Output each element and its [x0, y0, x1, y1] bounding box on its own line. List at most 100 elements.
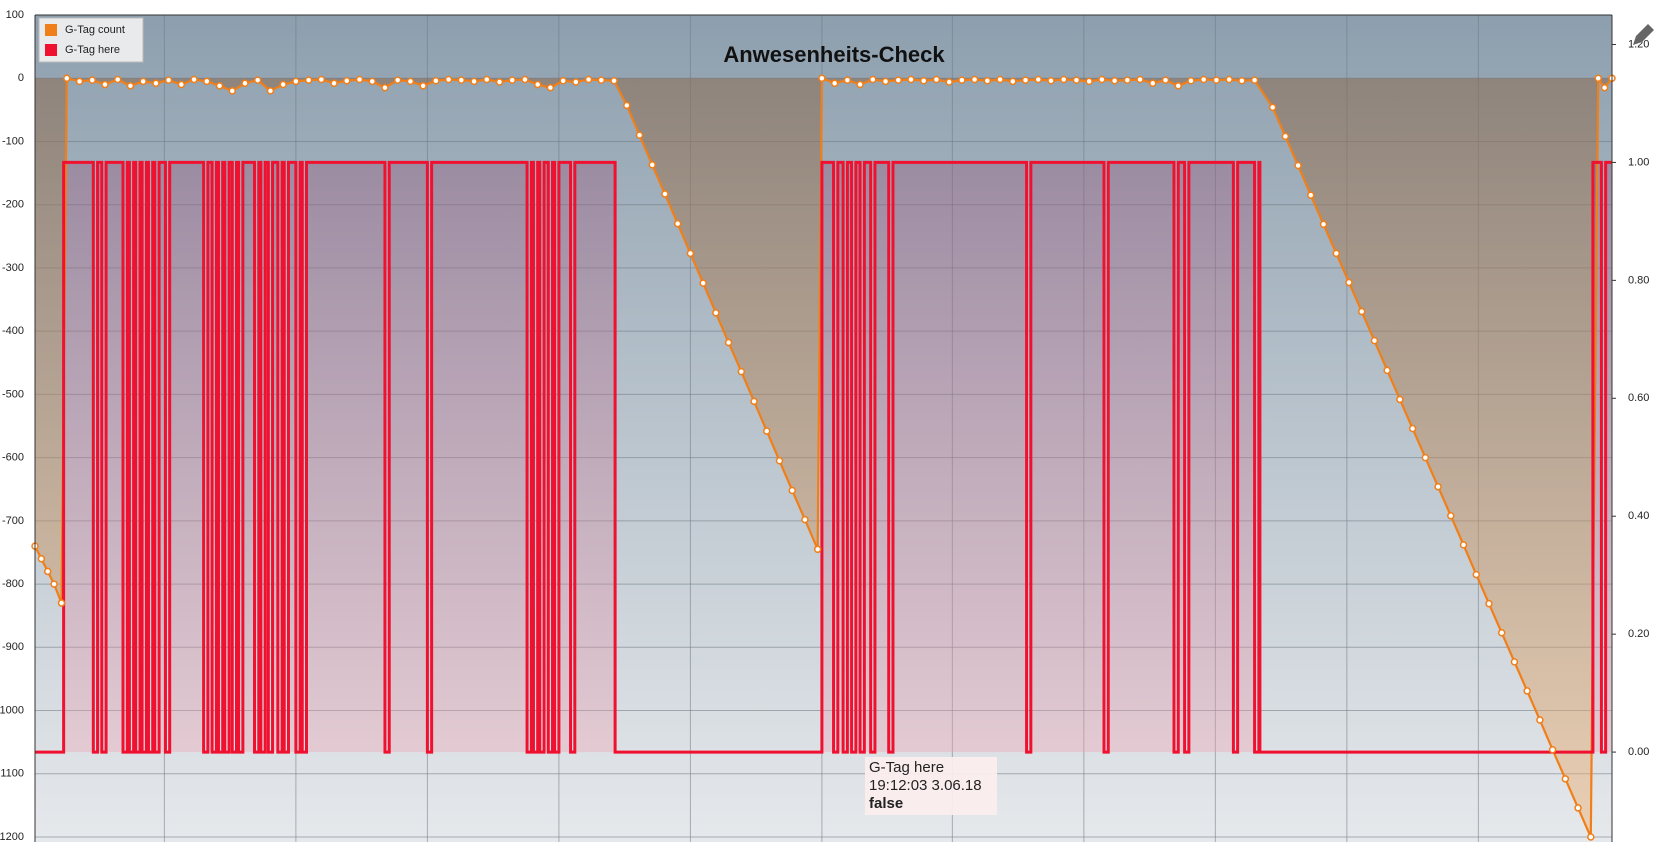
data-point [1047, 77, 1055, 85]
data-point [1434, 482, 1442, 491]
data-point [228, 87, 237, 95]
data-point [1021, 76, 1030, 84]
data-point [1536, 716, 1544, 724]
y2-tick-label: 1.20 [1628, 38, 1649, 50]
data-point [203, 77, 211, 86]
data-point [737, 367, 746, 376]
data-point [57, 599, 66, 607]
data-point [1600, 83, 1609, 92]
y2-tick-label: 0.20 [1628, 628, 1649, 640]
tooltip-time: 19:12:03 3.06.18 [869, 777, 982, 794]
data-point [495, 78, 504, 86]
data-point [1212, 76, 1221, 84]
data-point [610, 77, 618, 85]
y-tick-label: -300 [2, 262, 24, 274]
data-point [1294, 161, 1302, 170]
data-point [470, 77, 478, 86]
data-point [699, 279, 707, 287]
data-point [177, 80, 186, 89]
data-point [546, 83, 555, 92]
data-point [1548, 745, 1557, 754]
data-point [1136, 75, 1144, 84]
data-point [843, 76, 852, 84]
data-point [1357, 307, 1366, 316]
data-point [1307, 191, 1315, 199]
y2-tick-label: 0.40 [1628, 510, 1649, 522]
data-point [907, 75, 915, 84]
y-tick-label: -500 [2, 388, 24, 400]
data-point [279, 80, 287, 89]
data-point [1225, 75, 1233, 84]
y2-tick-label: 0.60 [1628, 392, 1649, 404]
data-point [508, 76, 516, 84]
tooltip-value: false [869, 795, 904, 812]
data-point [983, 77, 992, 85]
data-point [292, 77, 300, 86]
data-point [1085, 77, 1093, 86]
data-point [1497, 629, 1506, 637]
data-point [355, 75, 364, 84]
data-point [1574, 804, 1582, 812]
data-point [1510, 658, 1519, 666]
data-point [1587, 833, 1595, 841]
data-point [661, 190, 669, 198]
data-point [483, 75, 491, 84]
pencil[interactable] [1633, 24, 1654, 45]
data-point [996, 75, 1004, 84]
data-point [1485, 599, 1493, 608]
axes: 1000-100-200-300-400-500-600-700-800-900… [0, 9, 1649, 842]
data-point [750, 397, 758, 406]
data-point [830, 79, 839, 88]
chart-title: Anwesenheits-Check [723, 42, 945, 67]
legend-label: G-Tag count [65, 24, 125, 36]
data-point [88, 76, 97, 84]
data-point [1332, 249, 1341, 258]
data-point [457, 76, 466, 84]
data-point [1370, 336, 1379, 345]
data-point [1319, 220, 1328, 229]
data-point [419, 82, 427, 90]
data-point [572, 78, 580, 86]
data-point [1594, 74, 1602, 82]
data-point [1199, 75, 1208, 84]
data-point [1098, 75, 1106, 84]
data-point [152, 79, 160, 88]
data-point [1523, 687, 1531, 695]
edit-icon[interactable] [1633, 24, 1654, 45]
data-point [1110, 77, 1119, 85]
data-point [763, 427, 771, 435]
data-point [1396, 395, 1404, 404]
data-point [113, 75, 122, 84]
series-line [35, 160, 1612, 754]
data-point [215, 82, 224, 90]
y2-tick-label: 0.00 [1628, 746, 1649, 758]
data-point [945, 78, 953, 86]
data-point [406, 77, 415, 86]
data-point [139, 77, 147, 86]
data-point [1472, 570, 1481, 579]
data-point [317, 75, 326, 84]
data-point [1187, 77, 1195, 85]
data-point [712, 309, 720, 317]
data-point [970, 75, 979, 84]
y2-tick-label: 1.00 [1628, 156, 1649, 168]
data-point [164, 76, 173, 84]
data-point [330, 79, 338, 88]
y-tick-label: 1000 [0, 704, 24, 716]
data-point [241, 79, 249, 88]
y-tick-label: -700 [2, 515, 24, 527]
data-point [381, 83, 389, 92]
data-point [724, 338, 733, 347]
data-point [50, 580, 58, 588]
data-point [1123, 76, 1132, 84]
series-area [35, 78, 1612, 837]
fills [35, 78, 1612, 837]
data-point [597, 76, 606, 84]
data-point [75, 77, 84, 86]
data-point [919, 77, 928, 85]
data-point [266, 87, 275, 95]
data-point [37, 555, 46, 563]
y-tick-label: -600 [2, 452, 24, 464]
series-area [35, 162, 1612, 753]
